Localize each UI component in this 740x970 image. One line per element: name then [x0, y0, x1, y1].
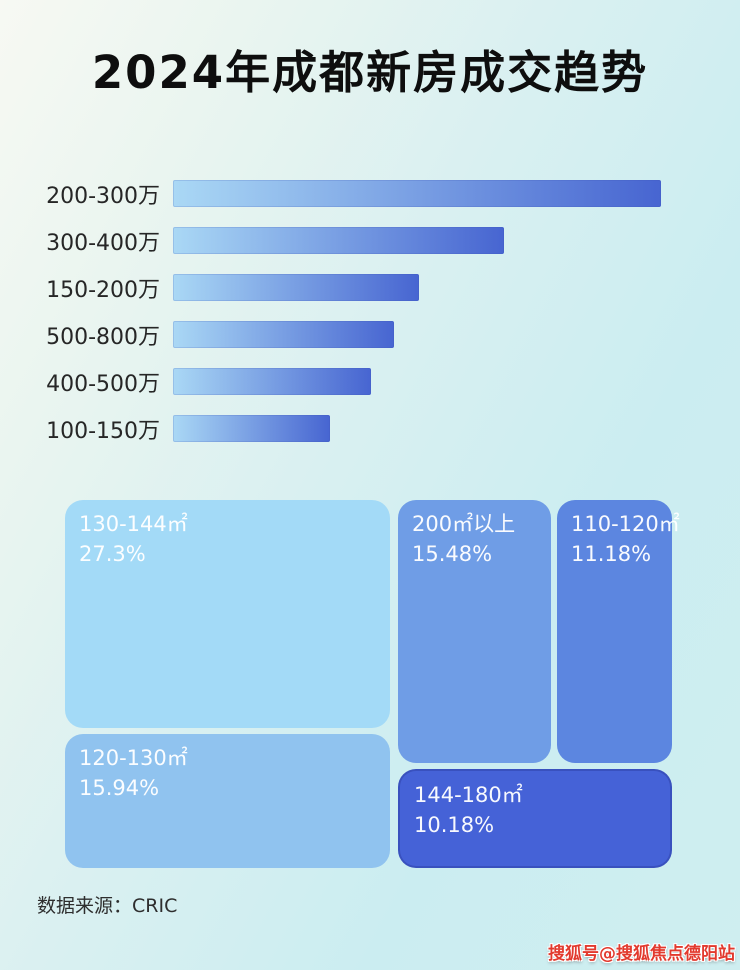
bar — [173, 321, 394, 348]
bar-row: 400-500万 — [0, 358, 740, 405]
bar-row: 150-200万 — [0, 264, 740, 311]
treemap-block-2: 120-130㎡ 15.94% — [65, 734, 390, 868]
price-range-bar-chart: 200-300万 300-400万 150-200万 500-800万 400-500万… — [0, 170, 740, 452]
bar — [173, 227, 504, 254]
bar-row: 300-400万 — [0, 217, 740, 264]
treemap-block-4: 110-120㎡ 11.18% — [557, 500, 680, 763]
bar-label: 200-300万 — [46, 183, 160, 209]
bar-label: 400-500万 — [46, 371, 160, 397]
treemap-block-label: 120-130㎡ — [79, 746, 188, 770]
treemap-block-value: 15.94% — [79, 776, 160, 801]
bar-row: 100-150万 — [0, 405, 740, 452]
treemap-block-value: 11.18% — [571, 542, 652, 567]
bar — [173, 415, 330, 442]
treemap-block-label: 200㎡以上 — [412, 512, 516, 536]
area-size-treemap: 130-144㎡ 27.3% 120-130㎡ 15.94% 200㎡以上 15.48% 1… — [65, 500, 680, 868]
bar-label: 500-800万 — [46, 324, 160, 350]
bar — [173, 274, 419, 301]
treemap-block-label: 110-120㎡ — [571, 512, 680, 536]
bar — [173, 180, 661, 207]
treemap-block-label: 144-180㎡ — [414, 783, 523, 807]
bar-label: 100-150万 — [46, 418, 160, 444]
page-title: 2024年成都新房成交趋势 — [91, 46, 649, 99]
treemap-block-value: 27.3% — [79, 542, 146, 567]
data-source-label: 数据来源：CRIC — [37, 895, 178, 917]
treemap-block-1: 130-144㎡ 27.3% — [65, 500, 390, 728]
treemap-block-5: 144-180㎡ 10.18% — [398, 769, 672, 868]
bar-row: 200-300万 — [0, 170, 740, 217]
treemap-block-value: 10.18% — [414, 813, 495, 838]
bar-label: 150-200万 — [46, 277, 160, 303]
treemap-block-label: 130-144㎡ — [79, 512, 188, 536]
treemap-block-3: 200㎡以上 15.48% — [398, 500, 551, 763]
bar — [173, 368, 371, 395]
treemap-block-value: 15.48% — [412, 542, 493, 567]
bar-row: 500-800万 — [0, 311, 740, 358]
watermark-label: 搜狐号@搜狐焦点德阳站 — [548, 944, 735, 964]
bar-label: 300-400万 — [46, 230, 160, 256]
